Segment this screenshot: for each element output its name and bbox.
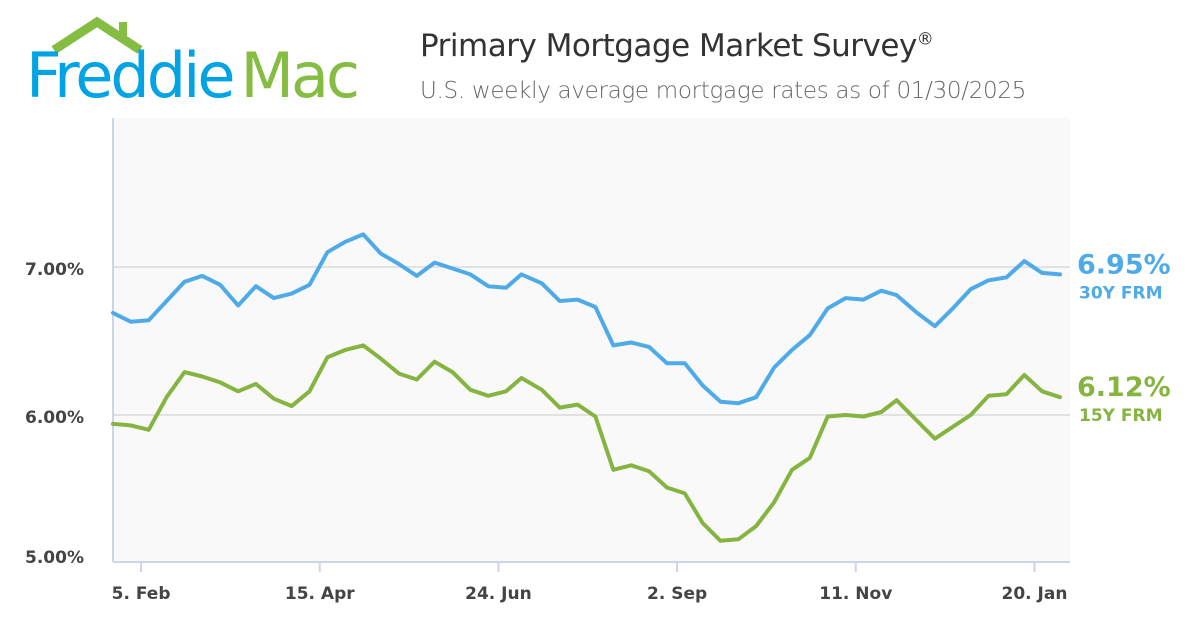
freddie-mac-logo: Freddie Mac bbox=[26, 16, 360, 110]
x-tick-label: 20. Jan bbox=[1002, 584, 1068, 604]
x-tick-label: 15. Apr bbox=[285, 584, 355, 604]
house-chimney-icon bbox=[119, 22, 127, 38]
x-tick-label: 24. Jun bbox=[465, 584, 532, 604]
series-end-value: 6.95% bbox=[1077, 249, 1171, 280]
x-tick-label: 5. Feb bbox=[112, 584, 171, 604]
y-tick-label: 5.00% bbox=[25, 548, 84, 568]
plot-area bbox=[113, 118, 1070, 562]
chart-subtitle: U.S. weekly average mortgage rates as of… bbox=[420, 78, 1027, 104]
series-end-value: 6.12% bbox=[1077, 372, 1171, 403]
x-tick-label: 2. Sep bbox=[647, 584, 707, 604]
series-line-30y bbox=[111, 232, 1062, 406]
house-roof-icon bbox=[51, 16, 143, 54]
y-tick-label: 7.00% bbox=[25, 260, 84, 280]
series-legend-label: 30Y FRM bbox=[1079, 283, 1163, 303]
series-legend-label: 15Y FRM bbox=[1079, 406, 1163, 426]
chart-title: Primary Mortgage Market Survey® bbox=[420, 28, 934, 64]
logo-text: Freddie Mac bbox=[26, 39, 357, 110]
y-tick-label: 6.00% bbox=[25, 408, 84, 428]
x-tick-label: 11. Nov bbox=[819, 584, 892, 604]
series-line-15y bbox=[111, 343, 1062, 543]
